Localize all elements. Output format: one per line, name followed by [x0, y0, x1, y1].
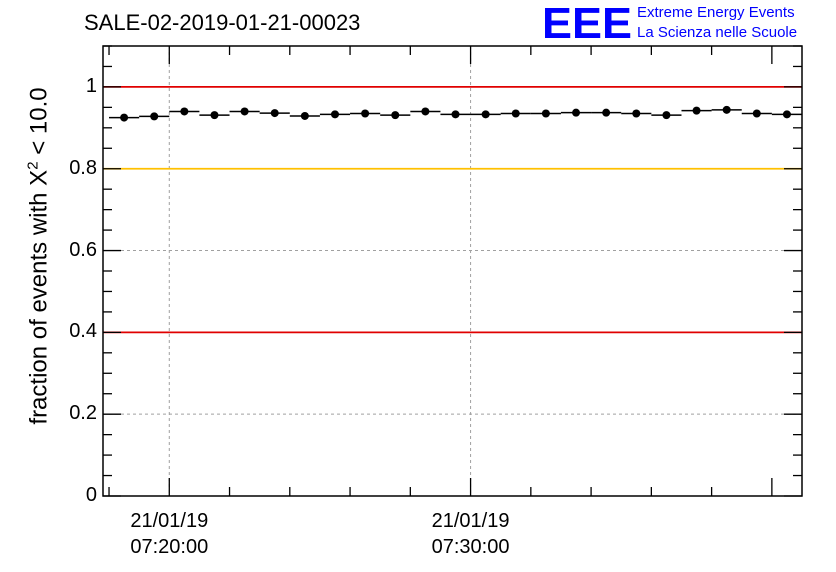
y-axis-label-suffix: < 10.0: [25, 87, 53, 162]
y-tick-label: 0.2: [69, 402, 97, 425]
data-point: [270, 109, 279, 118]
data-point: [752, 109, 761, 118]
x-tick-time: 07:20:00: [130, 536, 209, 558]
data-point: [722, 105, 731, 114]
data-point: [692, 106, 701, 115]
data-point: [150, 112, 159, 121]
x-tick-date: 21/01/19: [431, 510, 510, 532]
x-tick-time: 07:30:00: [431, 536, 510, 558]
data-point: [572, 108, 581, 117]
data-point: [782, 110, 791, 119]
data-point: [210, 111, 219, 120]
data-point: [541, 109, 550, 118]
reference-lines: [103, 86, 802, 334]
data-point: [120, 113, 129, 122]
x-tick-label: 21/01/19 07:20:00: [109, 508, 229, 560]
data-point: [632, 109, 641, 118]
data-point: [240, 107, 249, 116]
logo-caption: Extreme Energy Events La Scienza nelle S…: [637, 3, 797, 43]
data-series: [109, 105, 802, 122]
y-tick-label: 0.4: [69, 320, 97, 343]
data-point: [481, 110, 490, 119]
x-tick-date: 21/01/19: [130, 510, 209, 532]
logo-line-2: La Scienza nelle Scuole: [637, 24, 798, 41]
y-tick-label: 0.8: [69, 156, 97, 179]
data-point: [421, 107, 430, 116]
y-axis-label-prefix: fraction of events with: [25, 185, 53, 425]
grid-lines: [103, 46, 802, 496]
y-tick-label: 0: [85, 484, 97, 506]
x-tick-label: 21/01/19 07:30:00: [411, 508, 531, 560]
y-tick-label: 1: [85, 74, 97, 97]
data-point: [361, 109, 370, 118]
data-point: [511, 109, 520, 118]
eee-logo-mark: EEE: [542, 2, 632, 42]
eee-logo: EEE: [542, 2, 632, 42]
data-point: [602, 108, 611, 117]
axis-ticks: [103, 45, 802, 497]
data-point: [330, 110, 339, 119]
chart-title: SALE-02-2019-01-21-00023: [84, 10, 361, 35]
logo-line-1: Extreme Energy Events: [637, 4, 795, 21]
data-point: [180, 107, 189, 116]
y-tick-label: 0.6: [69, 238, 97, 261]
data-point: [300, 111, 309, 120]
data-point: [391, 111, 400, 120]
data-point: [662, 111, 671, 120]
data-point: [451, 110, 460, 119]
